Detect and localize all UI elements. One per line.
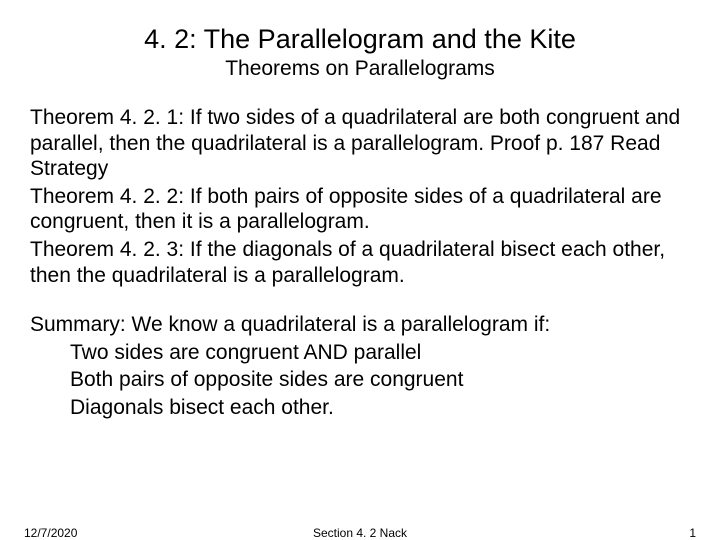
spacer	[30, 290, 690, 312]
summary-item-1: Two sides are congruent AND parallel	[30, 340, 690, 366]
theorem-2: Theorem 4. 2. 2: If both pairs of opposi…	[30, 184, 690, 235]
slide: 4. 2: The Parallelogram and the Kite The…	[0, 0, 720, 540]
footer-section: Section 4. 2 Nack	[0, 526, 720, 540]
slide-subtitle: Theorems on Parallelograms	[30, 57, 690, 81]
footer-page-number: 1	[689, 526, 696, 540]
theorem-1: Theorem 4. 2. 1: If two sides of a quadr…	[30, 105, 690, 182]
slide-title: 4. 2: The Parallelogram and the Kite	[30, 24, 690, 55]
theorem-3: Theorem 4. 2. 3: If the diagonals of a q…	[30, 237, 690, 288]
summary-intro: Summary: We know a quadrilateral is a pa…	[30, 312, 690, 338]
summary-item-3: Diagonals bisect each other.	[30, 395, 690, 421]
summary-item-2: Both pairs of opposite sides are congrue…	[30, 367, 690, 393]
slide-body: Theorem 4. 2. 1: If two sides of a quadr…	[30, 105, 690, 421]
